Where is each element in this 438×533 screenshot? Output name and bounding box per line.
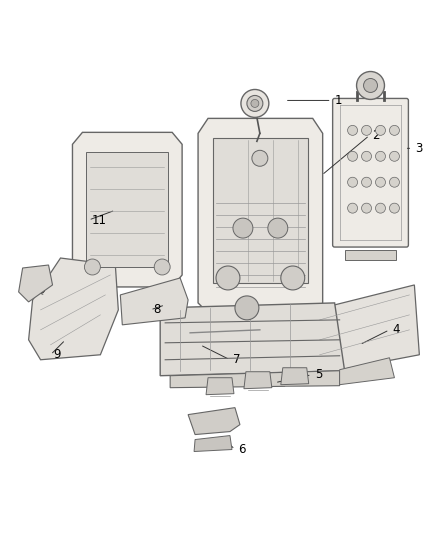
Circle shape xyxy=(375,125,385,135)
Circle shape xyxy=(348,151,357,161)
Circle shape xyxy=(361,151,371,161)
Polygon shape xyxy=(170,371,339,387)
Text: 10: 10 xyxy=(32,284,46,296)
Polygon shape xyxy=(194,435,232,451)
Circle shape xyxy=(375,177,385,187)
Circle shape xyxy=(216,266,240,290)
Polygon shape xyxy=(19,265,53,302)
Circle shape xyxy=(252,150,268,166)
Circle shape xyxy=(389,203,399,213)
Polygon shape xyxy=(72,132,182,287)
Text: 7: 7 xyxy=(233,353,240,366)
Text: 11: 11 xyxy=(92,214,106,227)
Polygon shape xyxy=(305,285,419,375)
Circle shape xyxy=(235,296,259,320)
Circle shape xyxy=(348,125,357,135)
Circle shape xyxy=(389,177,399,187)
Text: 4: 4 xyxy=(392,324,400,336)
Text: 5: 5 xyxy=(314,368,322,381)
Circle shape xyxy=(389,151,399,161)
Polygon shape xyxy=(120,278,188,325)
Polygon shape xyxy=(28,258,118,360)
Text: 2: 2 xyxy=(372,129,380,142)
Circle shape xyxy=(154,259,170,275)
Circle shape xyxy=(251,100,259,108)
Circle shape xyxy=(85,259,100,275)
Circle shape xyxy=(268,218,288,238)
Circle shape xyxy=(357,71,385,100)
Polygon shape xyxy=(198,118,323,313)
Polygon shape xyxy=(188,408,240,434)
Circle shape xyxy=(375,203,385,213)
Text: 3: 3 xyxy=(415,142,423,155)
Circle shape xyxy=(361,203,371,213)
Text: 9: 9 xyxy=(53,348,61,361)
Circle shape xyxy=(241,90,269,117)
Circle shape xyxy=(348,177,357,187)
Circle shape xyxy=(348,203,357,213)
Circle shape xyxy=(281,266,305,290)
FancyBboxPatch shape xyxy=(332,99,408,247)
Polygon shape xyxy=(339,358,395,385)
Circle shape xyxy=(361,177,371,187)
Circle shape xyxy=(364,78,378,92)
Polygon shape xyxy=(281,368,309,385)
Polygon shape xyxy=(86,152,168,267)
Circle shape xyxy=(375,151,385,161)
Circle shape xyxy=(233,218,253,238)
Polygon shape xyxy=(244,372,272,389)
Polygon shape xyxy=(213,139,308,283)
Text: 8: 8 xyxy=(153,303,161,317)
Text: 1: 1 xyxy=(335,94,342,107)
Circle shape xyxy=(389,125,399,135)
Circle shape xyxy=(247,95,263,111)
Text: 6: 6 xyxy=(238,443,245,456)
Polygon shape xyxy=(160,303,345,376)
Polygon shape xyxy=(206,378,234,394)
Circle shape xyxy=(361,125,371,135)
Polygon shape xyxy=(345,250,396,260)
